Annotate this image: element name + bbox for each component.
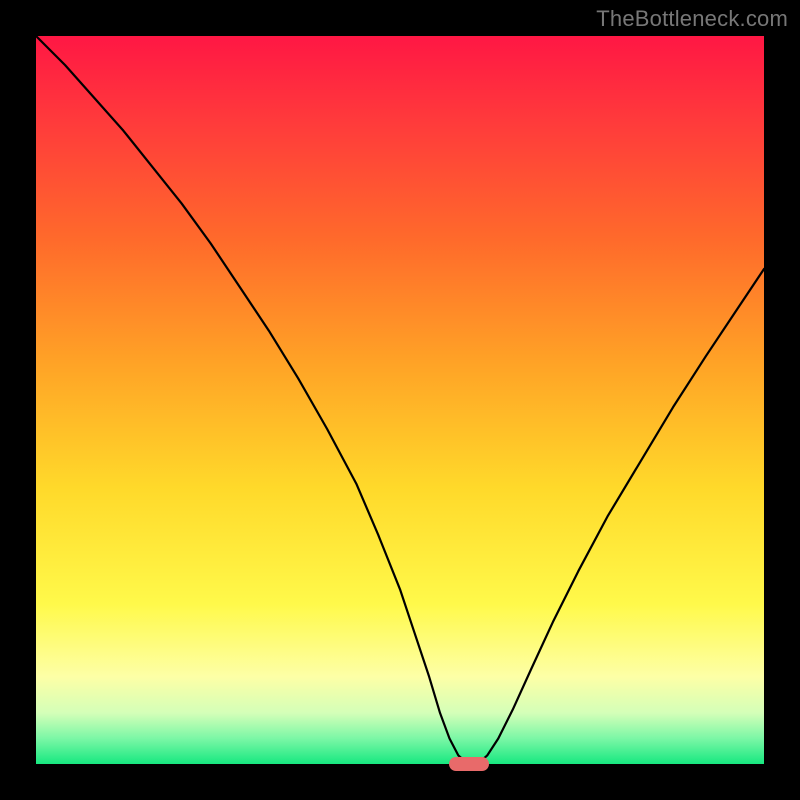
chart-frame: TheBottleneck.com bbox=[0, 0, 800, 800]
bottleneck-curve bbox=[36, 36, 764, 764]
bottleneck-marker bbox=[449, 757, 489, 771]
plot-area bbox=[36, 36, 764, 764]
watermark-text: TheBottleneck.com bbox=[596, 6, 788, 32]
